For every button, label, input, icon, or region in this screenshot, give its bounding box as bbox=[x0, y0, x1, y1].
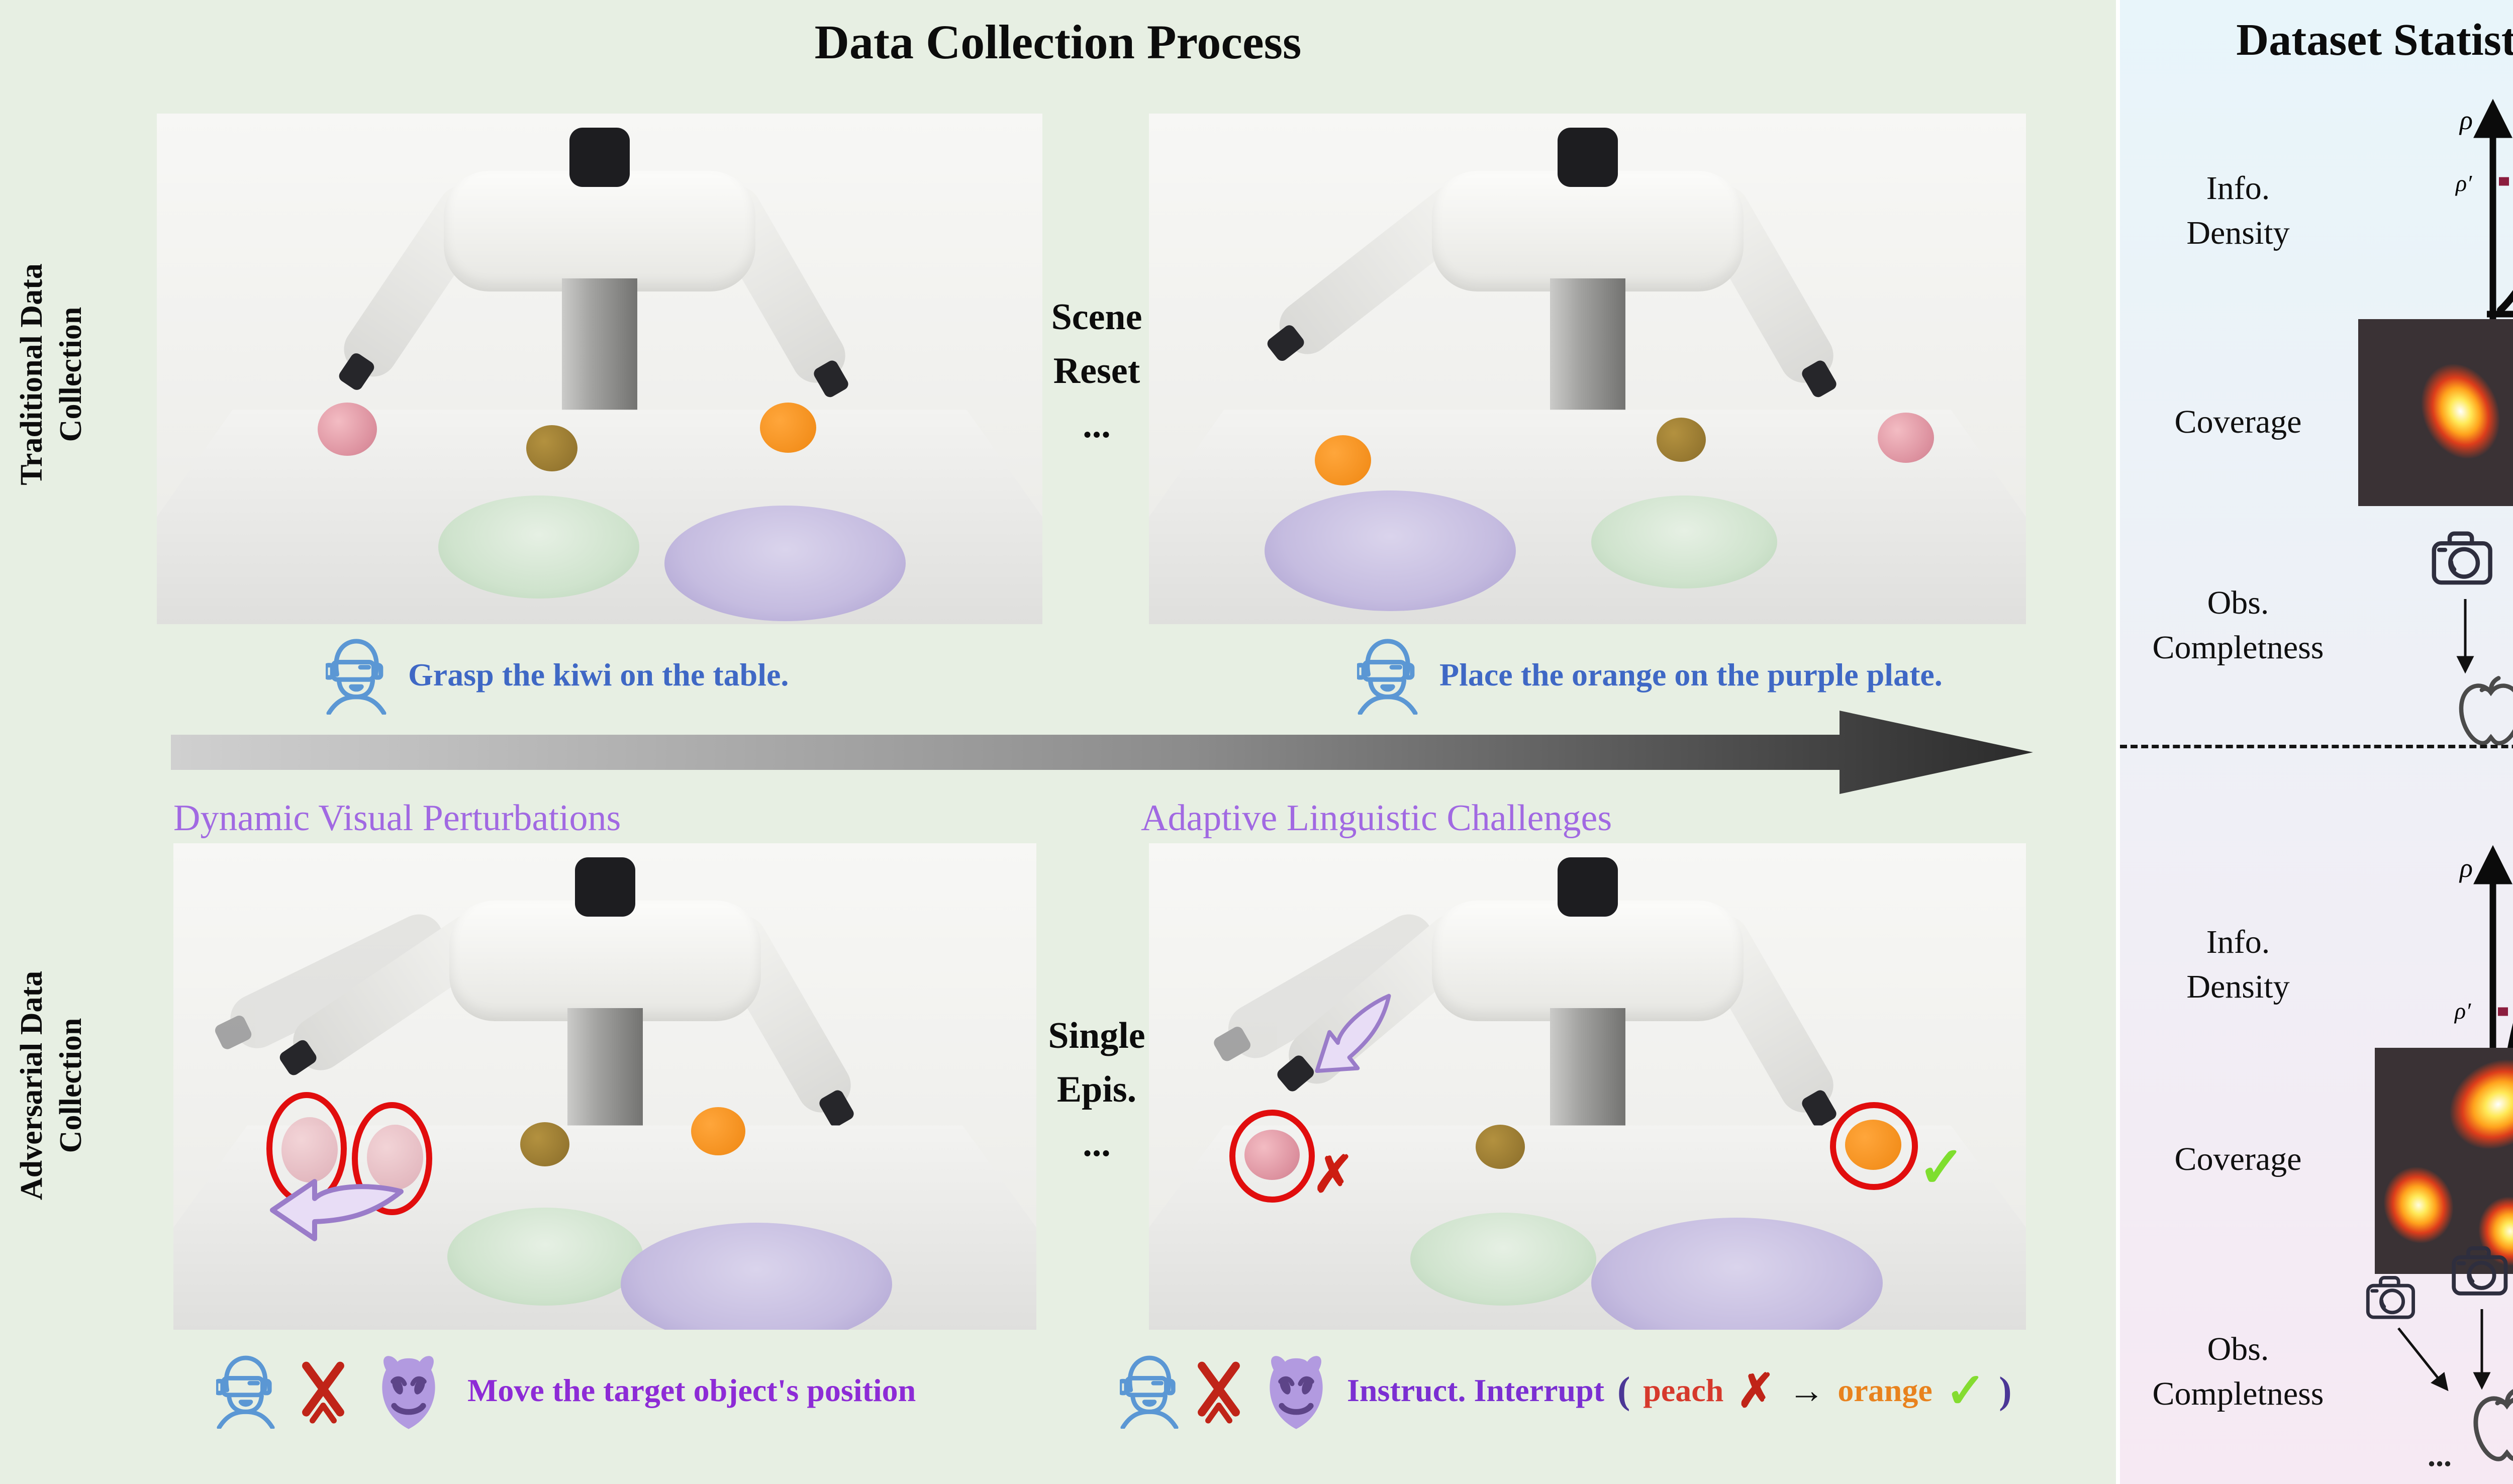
caption-interrupt-prefix: Instruct. Interrupt bbox=[1347, 1372, 1604, 1408]
single-episode-note: Single Epis. ... bbox=[1048, 1015, 1145, 1164]
photo-traditional-place bbox=[1149, 114, 2026, 624]
peach bbox=[1878, 413, 1934, 463]
info-density-label-top: Info. Density bbox=[2186, 170, 2290, 252]
apple-outline-icon bbox=[2461, 678, 2513, 743]
vr-teleoperator-icon bbox=[1357, 639, 1418, 715]
stats-title: Dataset Statistics bbox=[2236, 15, 2513, 65]
view-arrow bbox=[2397, 1327, 2449, 1392]
rho-prime-label: ρ′ bbox=[2454, 998, 2471, 1024]
coverage-heatmap-traditional bbox=[2358, 319, 2513, 506]
rho-axis-label: ρ bbox=[2459, 853, 2473, 883]
robot-torso bbox=[1431, 171, 1744, 291]
purple-plate bbox=[1591, 1218, 1883, 1330]
old-instruction-word: peach bbox=[1643, 1372, 1724, 1408]
obs-completeness-label-top: Obs. Completness bbox=[2152, 584, 2324, 666]
robot bbox=[1219, 857, 1842, 1189]
orange-fruit bbox=[1315, 435, 1371, 485]
camera-icon bbox=[2434, 534, 2490, 583]
coverage-label-bottom: Coverage bbox=[2174, 1141, 2302, 1177]
red-crossed-x-icon bbox=[1198, 1361, 1240, 1424]
row-label-adversarial: Adversarial Data Collection bbox=[15, 970, 88, 1201]
coverage-label-top: Coverage bbox=[2174, 404, 2302, 440]
robot bbox=[334, 128, 854, 459]
caption-interrupt-row: Instruct. Interrupt ( peach ✗ → orange ✓… bbox=[1120, 1338, 2012, 1443]
info-density-label-bottom: Info. Density bbox=[2186, 924, 2290, 1006]
red-crossed-x-icon bbox=[302, 1361, 344, 1424]
more-cameras-ellipsis: ... bbox=[2428, 1437, 2452, 1473]
obs-completeness-diagram-traditional bbox=[2402, 523, 2513, 759]
swap-arrow-icon bbox=[1315, 994, 1391, 1073]
purple-plate bbox=[664, 506, 906, 621]
photo-adversarial-visual bbox=[173, 843, 1036, 1330]
density-curve bbox=[2497, 290, 2513, 314]
kiwi-fruit bbox=[520, 1122, 569, 1166]
new-instruction-word: orange bbox=[1838, 1372, 1932, 1408]
red-x-mark: ✗ bbox=[1312, 1147, 1355, 1203]
robot bbox=[1269, 128, 1842, 459]
info-density-plot-traditional: ρ ρ′ t bbox=[2455, 98, 2513, 319]
green-plate bbox=[438, 496, 639, 599]
rho-prime-label: ρ′ bbox=[2455, 170, 2472, 196]
orange-fruit bbox=[760, 403, 816, 453]
rho-axis-label: ρ bbox=[2459, 105, 2473, 135]
orange-fruit bbox=[691, 1107, 745, 1155]
robot-head bbox=[1557, 857, 1618, 917]
red-circle-annotation bbox=[1229, 1110, 1315, 1203]
robot-torso bbox=[1431, 901, 1744, 1021]
kiwi-fruit bbox=[1476, 1125, 1525, 1169]
caption-place-row: Place the orange on the purple plate. bbox=[1357, 622, 1943, 728]
apple-outline-icon bbox=[2476, 1391, 2513, 1459]
green-plate bbox=[1410, 1213, 1596, 1306]
right-arrow-icon: → bbox=[1788, 1370, 1825, 1411]
robot-torso bbox=[449, 901, 761, 1021]
vr-teleoperator-icon bbox=[1120, 1355, 1179, 1429]
photo-adversarial-linguistic: ✗ ✓ bbox=[1149, 843, 2026, 1330]
devil-emoji-icon bbox=[1270, 1355, 1323, 1429]
caption-grasp-row: Grasp the kiwi on the table. bbox=[326, 622, 789, 728]
kiwi-fruit bbox=[526, 425, 577, 471]
process-title: Data Collection Process bbox=[814, 15, 1302, 69]
vr-teleoperator-icon bbox=[216, 1355, 275, 1429]
kiwi-fruit bbox=[1657, 418, 1706, 462]
robot-head bbox=[1557, 128, 1618, 187]
scene-reset-note: Scene Reset ... bbox=[1051, 296, 1142, 446]
row-label-traditional: Traditional Data Collection bbox=[15, 263, 88, 485]
green-check-mark: ✓ bbox=[1945, 1364, 1986, 1418]
camera-icon bbox=[2368, 1277, 2413, 1317]
vr-teleoperator-icon bbox=[326, 639, 386, 715]
robot-torso bbox=[444, 171, 755, 291]
timeline-arrow bbox=[171, 711, 2033, 794]
heat-blob bbox=[2358, 319, 2513, 506]
devil-emoji-icon bbox=[382, 1355, 435, 1429]
move-left-arrow-icon bbox=[270, 1179, 404, 1241]
close-paren: ) bbox=[1999, 1369, 2012, 1412]
subtitle-linguistic-challenges: Adaptive Linguistic Challenges bbox=[1141, 798, 1612, 839]
caption-move-row: Move the target object's position bbox=[216, 1338, 916, 1443]
caption-move-text: Move the target object's position bbox=[467, 1372, 916, 1408]
peach bbox=[318, 403, 377, 456]
traditional-adversarial-divider bbox=[2120, 745, 2513, 748]
coverage-heatmap-adversarial bbox=[2375, 1048, 2513, 1274]
open-paren: ( bbox=[1617, 1369, 1630, 1412]
red-circle-annotation bbox=[1830, 1102, 1918, 1190]
camera-icon bbox=[2454, 1248, 2505, 1294]
photo-traditional-grasp bbox=[157, 114, 1042, 624]
obs-completeness-label-bottom: Obs. Completness bbox=[2152, 1331, 2324, 1413]
green-plate bbox=[447, 1208, 643, 1306]
obs-completeness-diagram-adversarial: ... bbox=[2342, 1234, 2513, 1473]
caption-grasp-text: Grasp the kiwi on the table. bbox=[408, 657, 789, 692]
red-x-mark: ✗ bbox=[1736, 1365, 1776, 1417]
green-plate bbox=[1591, 496, 1777, 588]
robot-head bbox=[569, 128, 630, 187]
green-check-mark: ✓ bbox=[1918, 1137, 1965, 1199]
caption-place-text: Place the orange on the purple plate. bbox=[1439, 657, 1943, 692]
subtitle-visual-perturbations: Dynamic Visual Perturbations bbox=[173, 798, 621, 839]
robot-head bbox=[574, 857, 635, 917]
purple-plate bbox=[621, 1223, 892, 1330]
purple-plate bbox=[1265, 490, 1516, 611]
panel-data-collection-process: Data Collection Process Traditional Data… bbox=[0, 0, 2116, 1484]
